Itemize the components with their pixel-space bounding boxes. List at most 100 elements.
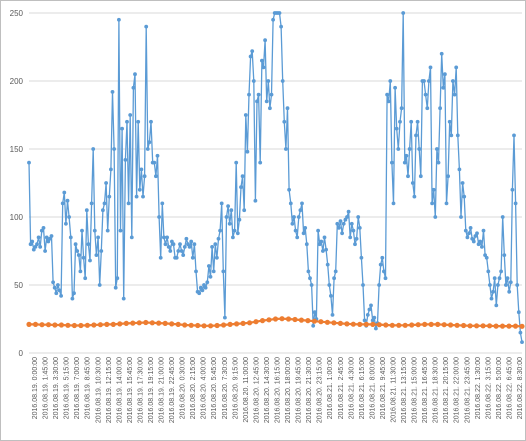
data-point bbox=[156, 320, 162, 326]
data-point bbox=[386, 99, 391, 104]
data-point bbox=[35, 242, 39, 247]
data-point bbox=[448, 322, 454, 328]
data-point bbox=[65, 322, 71, 328]
data-point bbox=[279, 316, 285, 322]
data-point bbox=[182, 245, 187, 249]
data-point bbox=[513, 201, 518, 206]
data-point bbox=[120, 126, 124, 131]
data-point bbox=[279, 24, 283, 29]
data-point bbox=[436, 160, 441, 165]
data-point bbox=[418, 174, 423, 179]
data-point bbox=[461, 322, 467, 329]
data-point bbox=[518, 330, 523, 335]
data-point bbox=[431, 187, 436, 192]
data-point bbox=[89, 201, 94, 206]
x-tick-label: 2016.08.21. 18:30:00 bbox=[433, 357, 440, 423]
data-point bbox=[508, 280, 513, 285]
data-point bbox=[488, 283, 492, 287]
data-point bbox=[285, 106, 290, 111]
data-point bbox=[48, 236, 52, 241]
data-point bbox=[64, 221, 68, 226]
data-point bbox=[374, 326, 378, 331]
data-point bbox=[205, 280, 210, 285]
data-point bbox=[520, 340, 524, 344]
data-point bbox=[506, 323, 512, 329]
data-point bbox=[214, 322, 220, 329]
data-point bbox=[288, 201, 293, 206]
data-point bbox=[181, 253, 186, 257]
data-point bbox=[399, 106, 404, 111]
data-point bbox=[430, 201, 434, 206]
data-point bbox=[446, 174, 450, 179]
series-1 bbox=[27, 11, 524, 344]
data-point bbox=[396, 147, 401, 151]
data-point bbox=[226, 204, 231, 209]
data-point bbox=[337, 226, 341, 230]
data-point bbox=[166, 245, 171, 249]
data-point bbox=[189, 239, 194, 244]
x-tick-label: 2016.08.21. 20:15:00 bbox=[443, 357, 450, 423]
data-point bbox=[389, 322, 395, 328]
data-point bbox=[240, 320, 246, 326]
data-point bbox=[391, 201, 396, 206]
x-tick-label: 2016.08.20. 16:15:00 bbox=[275, 357, 282, 423]
x-tick-label: 2016.08.19. 15:45:00 bbox=[127, 357, 134, 423]
data-point bbox=[338, 219, 343, 224]
data-point bbox=[370, 318, 375, 323]
data-point bbox=[321, 249, 325, 253]
data-point bbox=[149, 320, 155, 326]
data-point bbox=[272, 316, 279, 322]
data-point bbox=[394, 126, 399, 131]
data-point bbox=[157, 215, 162, 219]
data-point bbox=[129, 235, 134, 240]
data-point bbox=[134, 194, 139, 199]
data-point bbox=[512, 323, 519, 329]
data-point bbox=[75, 249, 80, 253]
data-point bbox=[318, 319, 324, 325]
data-point bbox=[194, 269, 198, 274]
data-point bbox=[519, 323, 525, 329]
data-point bbox=[242, 208, 247, 213]
x-tick-label: 2016.08.19. 12:15:00 bbox=[106, 357, 113, 423]
data-point bbox=[125, 119, 129, 124]
data-point bbox=[406, 174, 410, 179]
x-tick-label: 2016.08.21. 16:45:00 bbox=[422, 357, 429, 423]
data-point bbox=[367, 307, 372, 312]
x-tick-label: 2016.08.21. 13:15:00 bbox=[401, 357, 408, 423]
x-tick-label: 2016.08.20. 7:30:00 bbox=[222, 357, 229, 419]
data-point bbox=[459, 215, 463, 219]
data-point bbox=[423, 92, 428, 97]
data-point bbox=[136, 119, 141, 124]
data-point bbox=[266, 317, 272, 323]
data-point bbox=[468, 226, 473, 230]
data-point bbox=[443, 72, 447, 77]
data-point bbox=[253, 198, 258, 203]
data-point bbox=[449, 133, 454, 138]
data-point bbox=[365, 313, 370, 317]
y-tick-label: 100 bbox=[10, 213, 24, 222]
data-point bbox=[256, 92, 261, 97]
data-point bbox=[192, 242, 197, 247]
data-point bbox=[298, 208, 303, 213]
data-point bbox=[174, 255, 179, 260]
data-point bbox=[494, 303, 499, 308]
data-point bbox=[78, 269, 83, 274]
data-point bbox=[144, 24, 149, 29]
data-point bbox=[171, 242, 176, 247]
x-tick-label: 2016.08.19. 14:00:00 bbox=[116, 357, 123, 423]
data-point bbox=[261, 65, 266, 70]
x-tick-label: 2016.08.19. 22:45:00 bbox=[169, 357, 176, 423]
data-point bbox=[441, 85, 446, 90]
data-point bbox=[409, 119, 414, 124]
x-tick-label: 2016.08.19. 5:15:00 bbox=[64, 357, 71, 419]
data-point bbox=[417, 147, 422, 151]
data-point bbox=[229, 208, 234, 213]
x-tick-label: 2016.08.20. 0:30:00 bbox=[180, 357, 187, 419]
data-point bbox=[118, 228, 123, 233]
data-point bbox=[60, 201, 65, 206]
data-point bbox=[382, 269, 386, 274]
data-point bbox=[402, 322, 408, 328]
data-point bbox=[96, 235, 100, 240]
data-point bbox=[215, 255, 219, 260]
